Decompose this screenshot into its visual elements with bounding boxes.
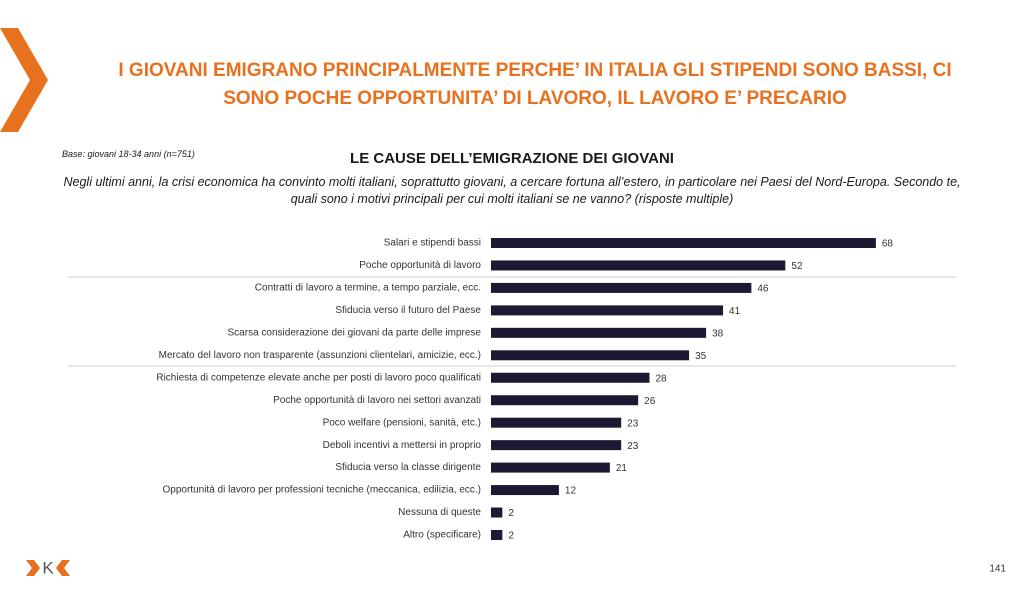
category-label: Nessuna di queste: [398, 507, 481, 518]
bar: [491, 350, 690, 361]
chart-subtitle: Negli ultimi anni, la crisi economica ha…: [63, 175, 961, 206]
page-number: 141: [989, 564, 1006, 575]
value-label: 68: [882, 239, 894, 250]
bar: [491, 440, 622, 451]
value-label: 2: [508, 508, 514, 519]
value-label: 52: [791, 261, 803, 272]
bar: [491, 485, 559, 496]
category-label: Salari e stipendi bassi: [384, 238, 481, 249]
value-label: 28: [655, 373, 667, 384]
category-label: Mercato del lavoro non trasparente (assu…: [159, 350, 481, 361]
value-label: 2: [508, 531, 514, 542]
value-label: 46: [757, 284, 769, 295]
bar: [491, 260, 786, 271]
category-label: Opportunità di lavoro per professioni te…: [163, 485, 482, 496]
value-label: 23: [627, 441, 639, 452]
bar: [491, 395, 639, 406]
category-label: Richiesta di competenze elevate anche pe…: [156, 372, 481, 383]
base-note: Base: giovani 18-34 anni (n=751): [62, 149, 195, 159]
logo: K: [42, 558, 54, 577]
bar: [491, 417, 622, 428]
value-label: 12: [565, 486, 577, 497]
value-label: 35: [695, 351, 707, 362]
category-label: Sfiducia verso la classe dirigente: [335, 462, 481, 473]
value-label: 38: [712, 328, 724, 339]
bar: [491, 507, 503, 518]
logo-chevron: [56, 560, 70, 576]
bar: [491, 327, 707, 338]
category-label: Sfiducia verso il futuro del Paese: [335, 305, 481, 316]
slide-title: I GIOVANI EMIGRANO PRINCIPALMENTE PERCHE…: [118, 60, 952, 109]
bar: [491, 305, 724, 316]
value-label: 41: [729, 306, 741, 317]
bar: [491, 282, 752, 293]
logo-chevron: [26, 560, 40, 576]
chevron-decoration: [0, 28, 48, 132]
bar: [491, 372, 650, 383]
value-label: 23: [627, 418, 639, 429]
category-label: Contratti di lavoro a termine, a tempo p…: [255, 283, 481, 294]
category-label: Deboli incentivi a mettersi in proprio: [323, 440, 482, 451]
category-label: Poche opportunità di lavoro nei settori …: [273, 395, 481, 406]
category-label: Scarsa considerazione dei giovani da par…: [228, 327, 482, 338]
bar: [491, 529, 503, 540]
bar: [491, 462, 610, 473]
value-label: 26: [644, 396, 656, 407]
chart-title: LE CAUSE DELL’EMIGRAZIONE DEI GIOVANI: [350, 150, 674, 167]
category-label: Poco welfare (pensioni, sanità, etc.): [323, 417, 481, 428]
category-label: Poche opportunità di lavoro: [359, 260, 481, 271]
value-label: 21: [616, 463, 628, 474]
bar: [491, 238, 876, 248]
category-label: Altro (specificare): [403, 530, 481, 541]
